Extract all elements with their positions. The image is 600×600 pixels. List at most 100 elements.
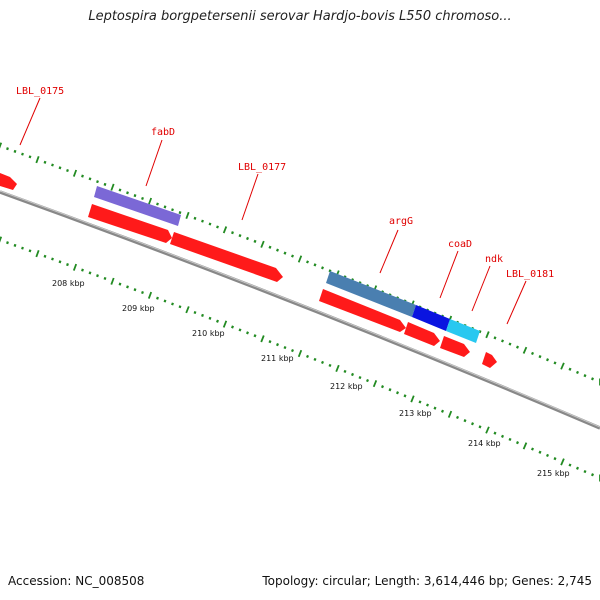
label-fabd[interactable]: fabD <box>151 127 175 138</box>
lower-track-major-tick <box>0 236 3 243</box>
lower-track-major-tick <box>447 410 453 418</box>
upper-track-major-tick <box>35 155 40 164</box>
upper-track-minor-tick <box>28 155 32 159</box>
gene-lbl0177-arrow[interactable] <box>170 232 283 282</box>
kbp-labels: 208 kbp 209 kbp 210 kbp 211 kbp 212 kbp … <box>52 279 570 478</box>
lower-track-major-tick <box>335 364 340 373</box>
lower-track-minor-tick <box>141 291 144 295</box>
label-lbl0177[interactable]: LBL_0177 <box>238 162 286 173</box>
lower-track-minor-tick <box>88 271 92 275</box>
upper-track-minor-tick <box>6 147 9 151</box>
lower-track-major-tick <box>260 335 265 343</box>
lower-dotted-track <box>0 236 600 482</box>
upper-track-minor-tick <box>238 233 242 238</box>
lower-track-minor-tick <box>388 388 392 392</box>
upper-track-minor-tick <box>171 208 174 212</box>
label-leaders <box>19 97 527 325</box>
upper-track-minor-tick <box>58 166 62 170</box>
upper-track-major-tick <box>260 240 265 248</box>
lower-track-minor-tick <box>66 263 69 267</box>
lower-track-minor-tick <box>28 249 32 253</box>
lower-track-minor-tick <box>365 378 370 383</box>
leader-lbl0175 <box>19 97 41 146</box>
gene-lbl0175-arrow[interactable] <box>0 173 17 190</box>
upper-track-minor-tick <box>231 231 234 235</box>
upper-track-minor-tick <box>590 377 595 381</box>
upper-track-minor-tick <box>500 339 505 343</box>
upper-track-minor-tick <box>545 358 550 362</box>
gene-lbl0176-arrow[interactable] <box>88 204 172 243</box>
gene-ndk-red-arrow[interactable] <box>440 336 470 357</box>
lower-track-minor-tick <box>343 369 347 374</box>
lower-track-minor-tick <box>350 372 355 377</box>
lower-track-minor-tick <box>201 313 204 317</box>
gene-coad-bar[interactable] <box>412 305 450 331</box>
lower-track-minor-tick <box>403 394 407 398</box>
gene-coad-red-arrow[interactable] <box>404 322 440 346</box>
chromosome-backbone <box>0 190 600 430</box>
lower-track-minor-tick <box>171 302 174 306</box>
upper-track-minor-tick <box>290 254 295 258</box>
genome-summary-text: Topology: circular; Length: 3,614,446 bp… <box>262 574 592 588</box>
lower-track-minor-tick <box>81 268 84 272</box>
upper-track-major-tick <box>485 331 490 339</box>
lower-track-minor-tick <box>13 243 17 247</box>
lower-track-minor-tick <box>156 296 159 300</box>
lower-track-minor-tick <box>425 403 430 407</box>
lower-track-minor-tick <box>163 299 167 303</box>
upper-track-minor-tick <box>305 260 310 264</box>
gene-lbl0181-arrow[interactable] <box>482 352 497 368</box>
leader-fabd <box>145 139 163 187</box>
lower-track-minor-tick <box>305 354 310 359</box>
lower-track-major-tick <box>72 263 78 271</box>
gene-features <box>0 173 497 368</box>
upper-track-major-tick <box>222 226 228 234</box>
upper-track-minor-tick <box>156 202 159 206</box>
leader-lbl0177 <box>241 173 259 221</box>
lower-track-minor-tick <box>193 311 197 315</box>
upper-track-minor-tick <box>96 180 99 184</box>
lower-track-major-tick <box>560 458 565 466</box>
lower-track-minor-tick <box>418 400 422 404</box>
label-coad[interactable]: coaD <box>448 239 472 250</box>
lower-track-major-tick <box>410 395 415 403</box>
upper-track-minor-tick <box>126 191 129 195</box>
lower-track-minor-tick <box>470 422 475 426</box>
lower-track-minor-tick <box>126 285 129 289</box>
lower-track-minor-tick <box>583 469 587 474</box>
lower-track-major-tick <box>35 249 40 258</box>
lower-track-minor-tick <box>328 363 332 368</box>
accession-text: Accession: NC_008508 <box>8 574 145 588</box>
lower-track-minor-tick <box>313 357 317 362</box>
upper-track-minor-tick <box>253 239 257 244</box>
upper-track-minor-tick <box>103 182 107 186</box>
gene-argg-red-arrow[interactable] <box>319 289 406 332</box>
upper-track-minor-tick <box>216 225 219 229</box>
label-lbl0181[interactable]: LBL_0181 <box>506 269 554 280</box>
label-ndk[interactable]: ndk <box>485 254 503 265</box>
gene-argg-bar[interactable] <box>326 271 416 317</box>
upper-track-minor-tick <box>163 205 167 209</box>
upper-track-minor-tick <box>43 160 47 164</box>
upper-track-major-tick <box>185 211 190 220</box>
gene-fabd-bar[interactable] <box>94 186 181 226</box>
lower-track-minor-tick <box>58 260 62 264</box>
lower-track-minor-tick <box>118 282 122 286</box>
upper-track-minor-tick <box>478 329 482 334</box>
gene-ndk-bar[interactable] <box>446 319 480 343</box>
lower-track-minor-tick <box>508 437 512 442</box>
lower-track-minor-tick <box>283 345 287 350</box>
lower-track-minor-tick <box>395 391 400 395</box>
kbp-label-214: 214 kbp <box>468 439 501 448</box>
upper-track-major-tick <box>110 183 115 191</box>
label-lbl0175[interactable]: LBL_0175 <box>16 86 64 97</box>
upper-track-minor-tick <box>51 163 54 167</box>
lower-track-minor-tick <box>268 340 272 344</box>
lower-track-minor-tick <box>133 288 137 292</box>
upper-track-minor-tick <box>88 177 92 181</box>
chromosome-backbone-highlight <box>0 190 600 428</box>
label-argg[interactable]: argG <box>389 216 413 227</box>
upper-track-minor-tick <box>66 169 69 173</box>
lower-track-minor-tick <box>178 305 182 309</box>
upper-track-minor-tick <box>208 222 212 226</box>
